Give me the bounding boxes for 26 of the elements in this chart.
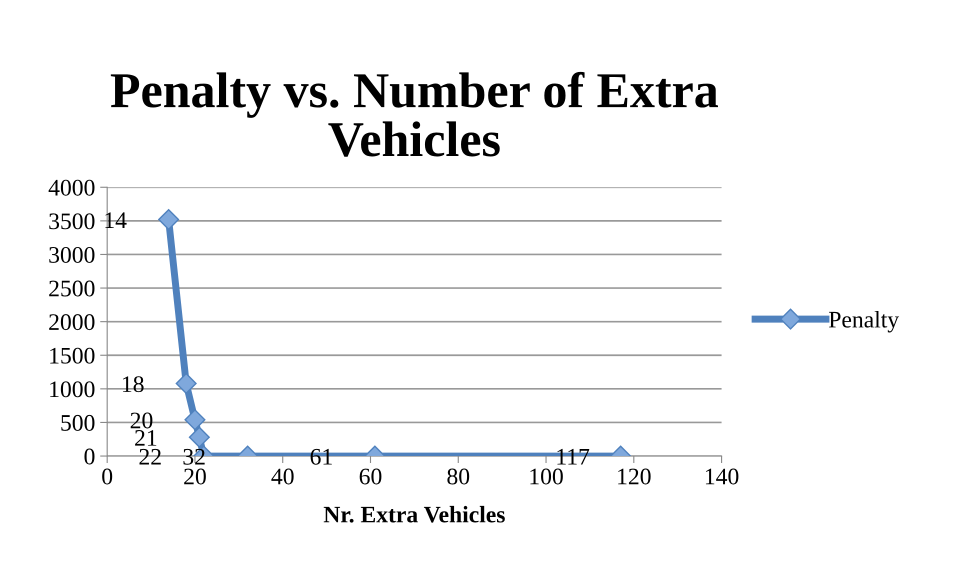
x-tick-label: 80 xyxy=(447,468,470,484)
annotation: 21 xyxy=(135,430,156,446)
x-tick-label: 20 xyxy=(184,468,206,484)
y-tick-label: 0 xyxy=(84,448,94,464)
y-tick-label: 1500 xyxy=(50,348,94,364)
x-tick-label: 40 xyxy=(271,468,294,484)
y-tick-label: 3000 xyxy=(49,246,94,263)
y-tick-label: 2500 xyxy=(49,280,94,296)
y-tick-label: 2000 xyxy=(49,314,94,330)
annotation: 22 xyxy=(139,448,161,464)
legend-label: Penalty xyxy=(828,310,900,332)
x-tick-label: 0 xyxy=(102,468,112,484)
y-tick-label: 500 xyxy=(61,414,94,431)
annotation: 18 xyxy=(122,376,144,392)
x-tick-label: 140 xyxy=(706,468,738,484)
y-tick-label: 3500 xyxy=(49,213,94,230)
x-tick-label: 120 xyxy=(618,468,651,484)
y-tick-label: 4000 xyxy=(48,180,94,196)
x-tick-label: 100 xyxy=(530,468,563,484)
x-tick-label: 60 xyxy=(360,468,382,484)
y-tick-label: 1000 xyxy=(50,381,94,398)
annotation: 32 xyxy=(183,448,205,465)
annotation: 20 xyxy=(130,412,152,428)
annotation: 14 xyxy=(105,212,127,228)
x-axis-title: Nr. Extra Vehicles xyxy=(324,506,505,523)
chart-title: Penalty vs. Number of Extra Vehicles xyxy=(110,72,718,157)
